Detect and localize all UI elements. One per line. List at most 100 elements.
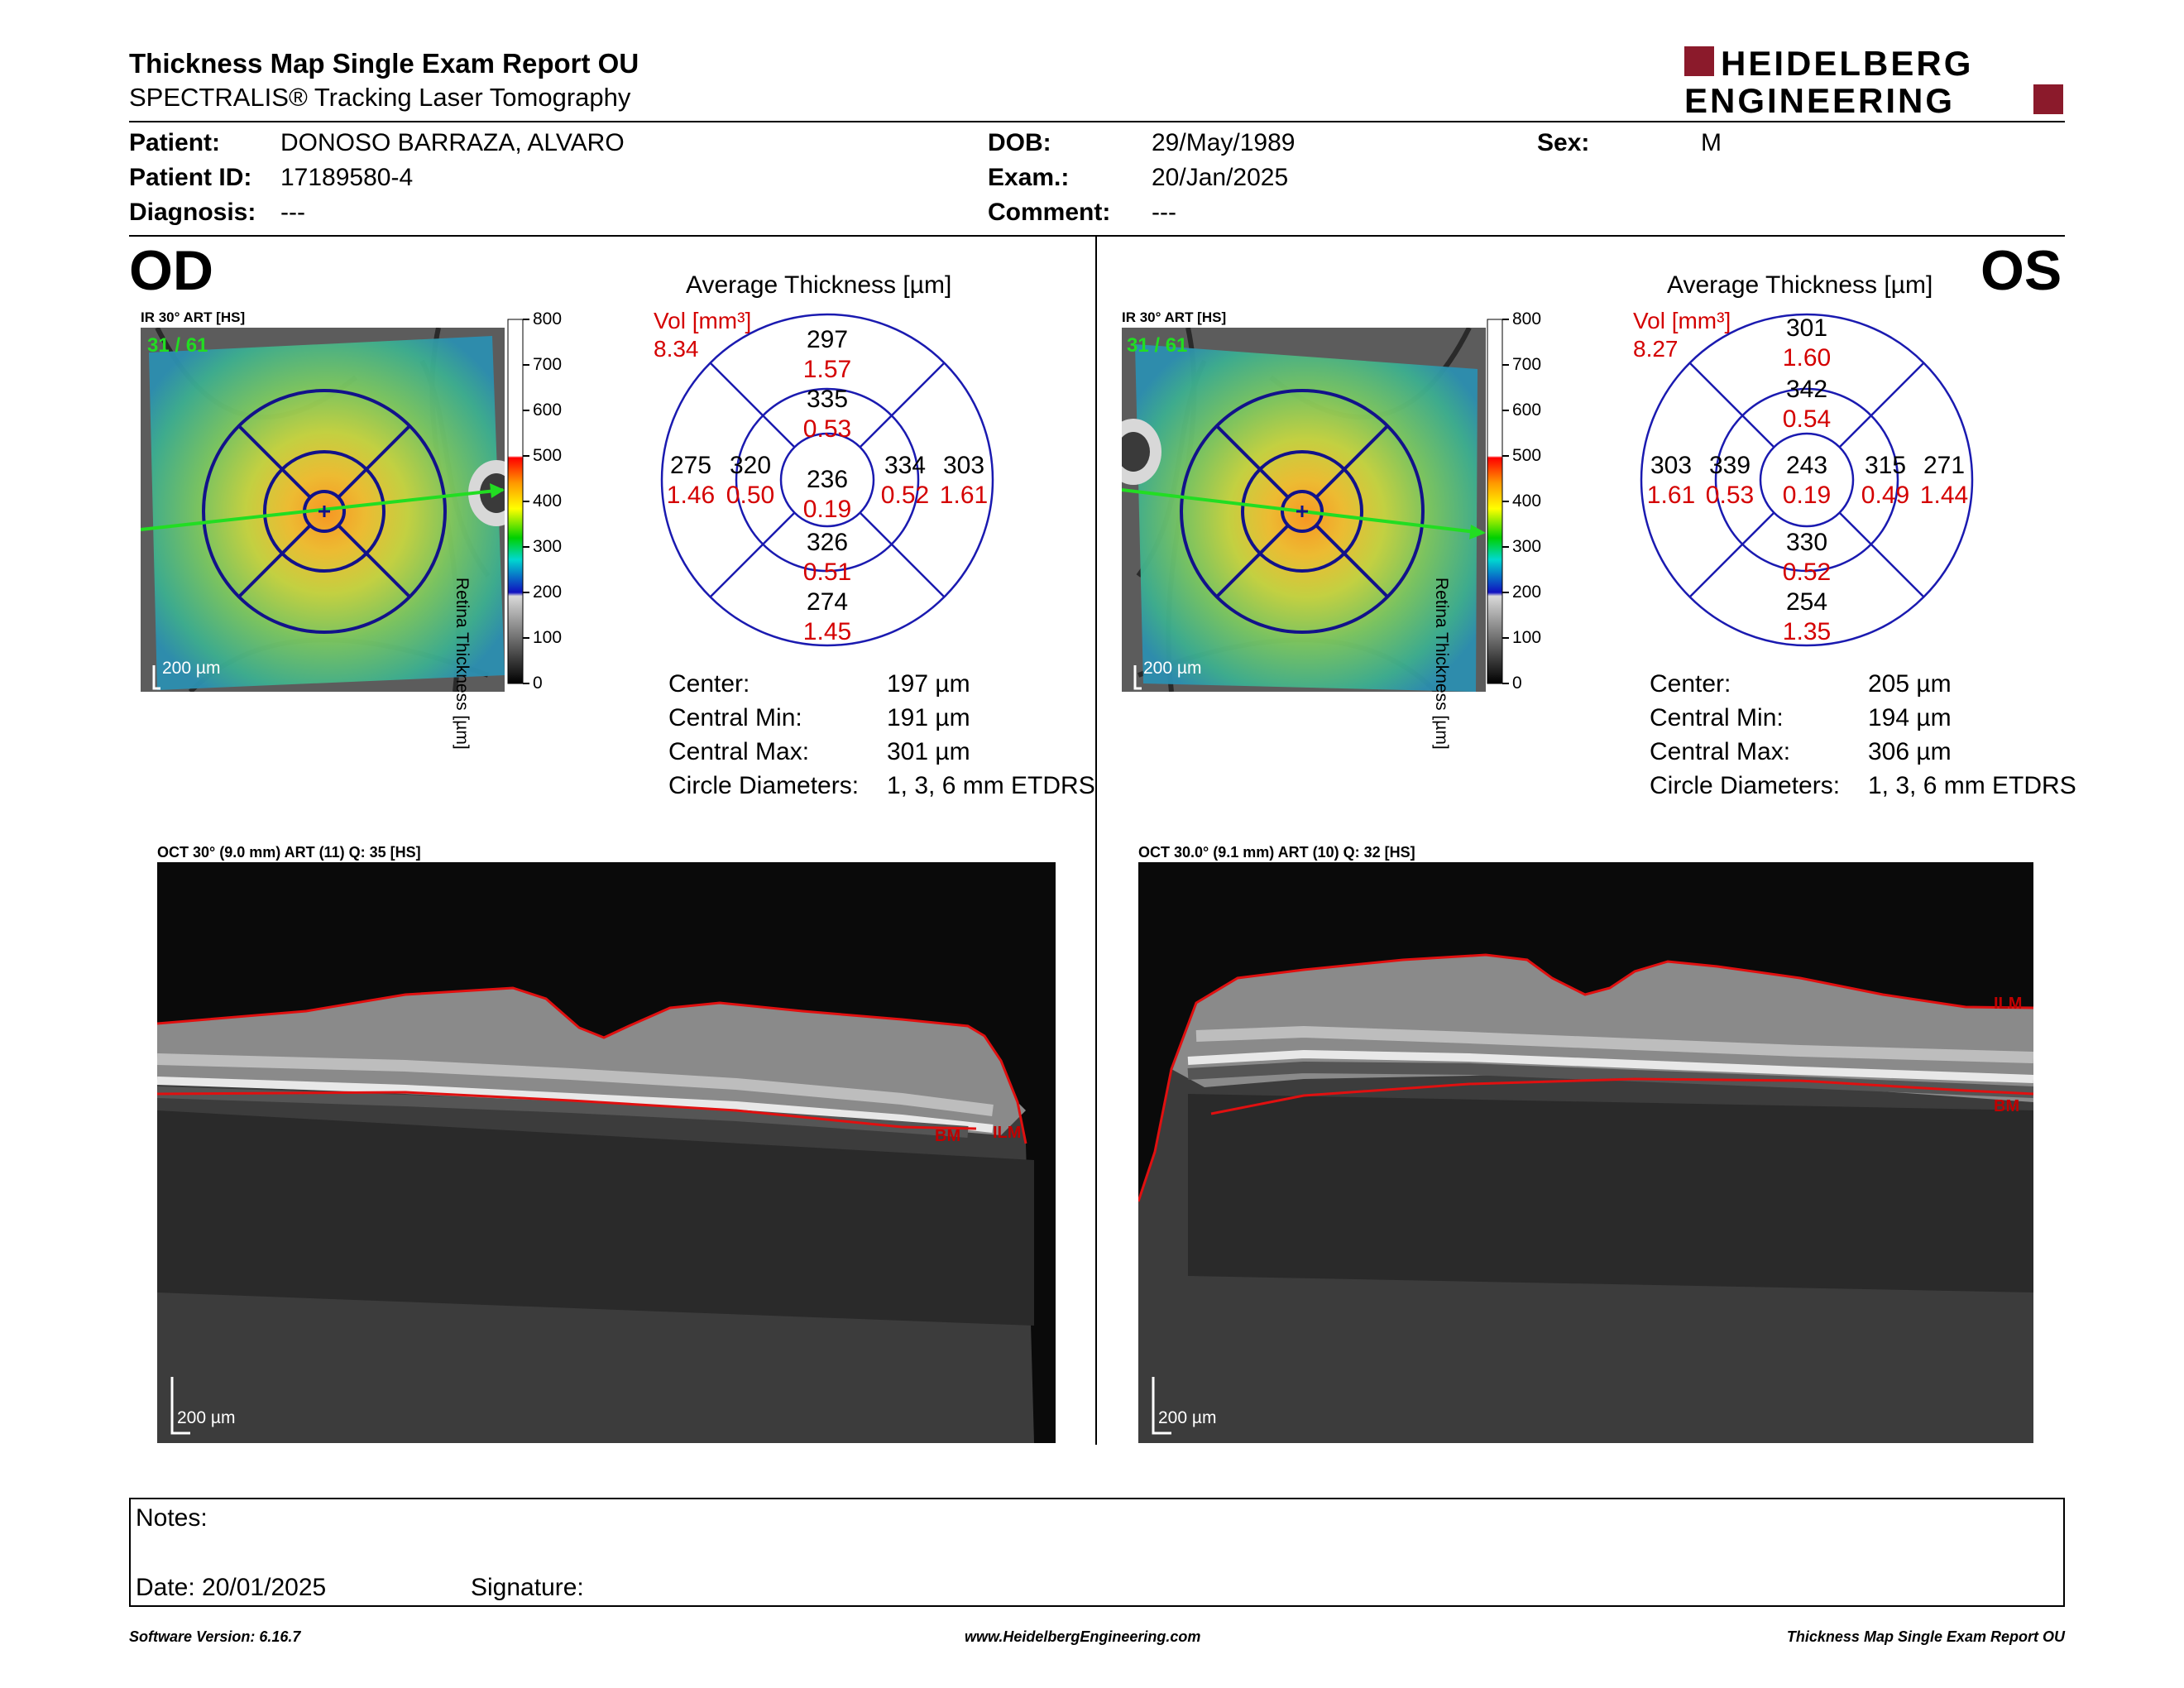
central-min-value-od: 191 µm bbox=[887, 704, 970, 731]
software-version: Software Version: 6.16.7 bbox=[129, 1628, 301, 1645]
diagnosis-label: Diagnosis: bbox=[129, 199, 256, 226]
avg-thickness-title-od: Average Thickness [µm] bbox=[686, 271, 952, 299]
sector-outer-left-thickness-od: 275 bbox=[669, 452, 712, 479]
scale-tick: 0 bbox=[533, 674, 543, 693]
sector-outer-right-volume-od: 1.61 bbox=[939, 482, 989, 509]
ilm-label-od: ILM bbox=[993, 1124, 1022, 1142]
center-label-os: Center: bbox=[1650, 670, 1731, 698]
exam-label: Exam.: bbox=[988, 164, 1070, 191]
central-max-value-os: 306 µm bbox=[1868, 738, 1952, 765]
sector-outer-inf-volume-os: 1.35 bbox=[1782, 618, 1832, 645]
ilm-label-os: ILM bbox=[1994, 995, 2023, 1013]
sector-center-volume-os: 0.19 bbox=[1782, 482, 1832, 509]
sex-value: M bbox=[1701, 129, 1722, 156]
bm-label-os: BM bbox=[1994, 1097, 2020, 1115]
ir-frames-os: 31 / 61 bbox=[1127, 334, 1188, 357]
central-max-label-od: Central Max: bbox=[668, 738, 810, 765]
sector-inner-right-thickness-od: 334 bbox=[884, 452, 927, 479]
sector-inner-left-thickness-od: 320 bbox=[729, 452, 772, 479]
eye-label-os: OS bbox=[1980, 239, 2062, 302]
circle-diameters-label-os: Circle Diameters: bbox=[1650, 772, 1841, 799]
circle-diameters-label-od: Circle Diameters: bbox=[668, 772, 860, 799]
oct-scale-od: 200 µm bbox=[177, 1408, 236, 1427]
signature-label: Signature: bbox=[471, 1574, 584, 1601]
sector-inner-right-volume-od: 0.52 bbox=[880, 482, 930, 509]
circle-diameters-value-od: 1, 3, 6 mm ETDRS bbox=[887, 772, 1095, 799]
scale-tick: 700 bbox=[1512, 355, 1542, 374]
vol-label-os: Vol [mm³] bbox=[1633, 308, 1731, 333]
oct-caption-os: OCT 30.0° (9.1 mm) ART (10) Q: 32 [HS] bbox=[1138, 844, 1415, 861]
sector-outer-left-volume-od: 1.46 bbox=[666, 482, 716, 509]
central-min-label-od: Central Min: bbox=[668, 704, 802, 731]
sector-inner-inf-volume-od: 0.51 bbox=[802, 559, 852, 586]
eye-label-od: OD bbox=[129, 239, 213, 302]
diagnosis-value: --- bbox=[280, 199, 305, 226]
heidelberg-logo: HEIDELBERG ENGINEERING bbox=[1684, 44, 2065, 120]
report-subtitle: SPECTRALIS® Tracking Laser Tomography bbox=[129, 83, 631, 112]
scale-axis-label-od: Retina Thickness [µm] bbox=[453, 577, 472, 750]
scale-tick: 300 bbox=[533, 537, 563, 556]
exam-value: 20/Jan/2025 bbox=[1152, 164, 1289, 191]
sector-inner-left-thickness-os: 339 bbox=[1708, 452, 1751, 479]
sex-label: Sex: bbox=[1537, 129, 1590, 156]
scale-axis-label-os: Retina Thickness [µm] bbox=[1432, 577, 1452, 750]
central-max-label-os: Central Max: bbox=[1650, 738, 1791, 765]
oct-bscan-od bbox=[157, 862, 1056, 1443]
ir-caption-od: IR 30° ART [HS] bbox=[141, 309, 246, 325]
sector-outer-inf-volume-od: 1.45 bbox=[802, 618, 852, 645]
sector-outer-inf-thickness-od: 274 bbox=[806, 588, 849, 616]
scale-tick: 600 bbox=[533, 400, 563, 420]
thickness-color-scale-od bbox=[506, 311, 581, 692]
oct-caption-od: OCT 30° (9.0 mm) ART (11) Q: 35 [HS] bbox=[157, 844, 421, 861]
scale-tick: 200 bbox=[1512, 583, 1542, 602]
thickness-color-scale-os bbox=[1486, 311, 1560, 692]
sector-center-volume-od: 0.19 bbox=[802, 496, 852, 523]
etdrs-grid-os bbox=[1638, 311, 1976, 649]
sector-inner-right-thickness-os: 315 bbox=[1864, 452, 1907, 479]
center-value-os: 205 µm bbox=[1868, 670, 1952, 698]
avg-thickness-title-os: Average Thickness [µm] bbox=[1667, 271, 1933, 299]
sector-inner-sup-thickness-os: 342 bbox=[1785, 376, 1828, 403]
sector-inner-inf-thickness-os: 330 bbox=[1785, 529, 1828, 556]
sector-center-thickness-os: 243 bbox=[1785, 452, 1828, 479]
scale-tick: 100 bbox=[533, 628, 563, 647]
sector-outer-sup-volume-od: 1.57 bbox=[802, 356, 852, 383]
notes-box[interactable] bbox=[129, 1498, 2065, 1607]
sector-outer-sup-volume-os: 1.60 bbox=[1782, 344, 1832, 372]
ir-scale-os: 200 µm bbox=[1143, 659, 1202, 678]
sector-center-thickness-od: 236 bbox=[806, 466, 849, 493]
sector-inner-sup-volume-os: 0.54 bbox=[1782, 405, 1832, 433]
circle-diameters-value-os: 1, 3, 6 mm ETDRS bbox=[1868, 772, 2076, 799]
comment-label: Comment: bbox=[988, 199, 1111, 226]
svg-text:ENGINEERING: ENGINEERING bbox=[1684, 81, 1955, 116]
sector-inner-sup-volume-od: 0.53 bbox=[802, 415, 852, 443]
central-max-value-od: 301 µm bbox=[887, 738, 970, 765]
website-link[interactable]: www.HeidelbergEngineering.com bbox=[965, 1628, 1201, 1645]
sector-outer-inf-thickness-os: 254 bbox=[1785, 588, 1828, 616]
sector-outer-sup-thickness-od: 297 bbox=[806, 326, 849, 353]
notes-label: Notes: bbox=[136, 1504, 208, 1532]
sector-inner-left-volume-od: 0.50 bbox=[726, 482, 775, 509]
notes-date: Date: 20/01/2025 bbox=[136, 1574, 327, 1601]
sector-outer-right-volume-os: 1.44 bbox=[1919, 482, 1969, 509]
sector-inner-sup-thickness-od: 335 bbox=[806, 386, 849, 413]
scale-tick: 100 bbox=[1512, 628, 1542, 647]
svg-text:HEIDELBERG: HEIDELBERG bbox=[1721, 45, 1973, 83]
scale-tick: 700 bbox=[533, 355, 563, 374]
ir-thickness-map-od bbox=[140, 326, 524, 694]
scale-tick: 800 bbox=[1512, 309, 1542, 328]
vol-label-od: Vol [mm³] bbox=[654, 308, 752, 333]
bm-label-od: BM bbox=[935, 1127, 961, 1145]
sector-inner-right-volume-os: 0.49 bbox=[1861, 482, 1910, 509]
footer-report-name: Thickness Map Single Exam Report OU bbox=[1786, 1628, 2065, 1645]
scale-tick: 500 bbox=[1512, 446, 1542, 465]
dob-label: DOB: bbox=[988, 129, 1051, 156]
patient-label: Patient: bbox=[129, 129, 221, 156]
dob-value: 29/May/1989 bbox=[1152, 129, 1296, 156]
center-value-od: 197 µm bbox=[887, 670, 970, 698]
sector-outer-sup-thickness-os: 301 bbox=[1785, 314, 1828, 342]
sector-inner-inf-volume-os: 0.52 bbox=[1782, 559, 1832, 586]
oct-scale-os: 200 µm bbox=[1158, 1408, 1217, 1427]
oct-bscan-os bbox=[1138, 862, 2033, 1443]
scale-tick: 400 bbox=[1512, 492, 1542, 511]
